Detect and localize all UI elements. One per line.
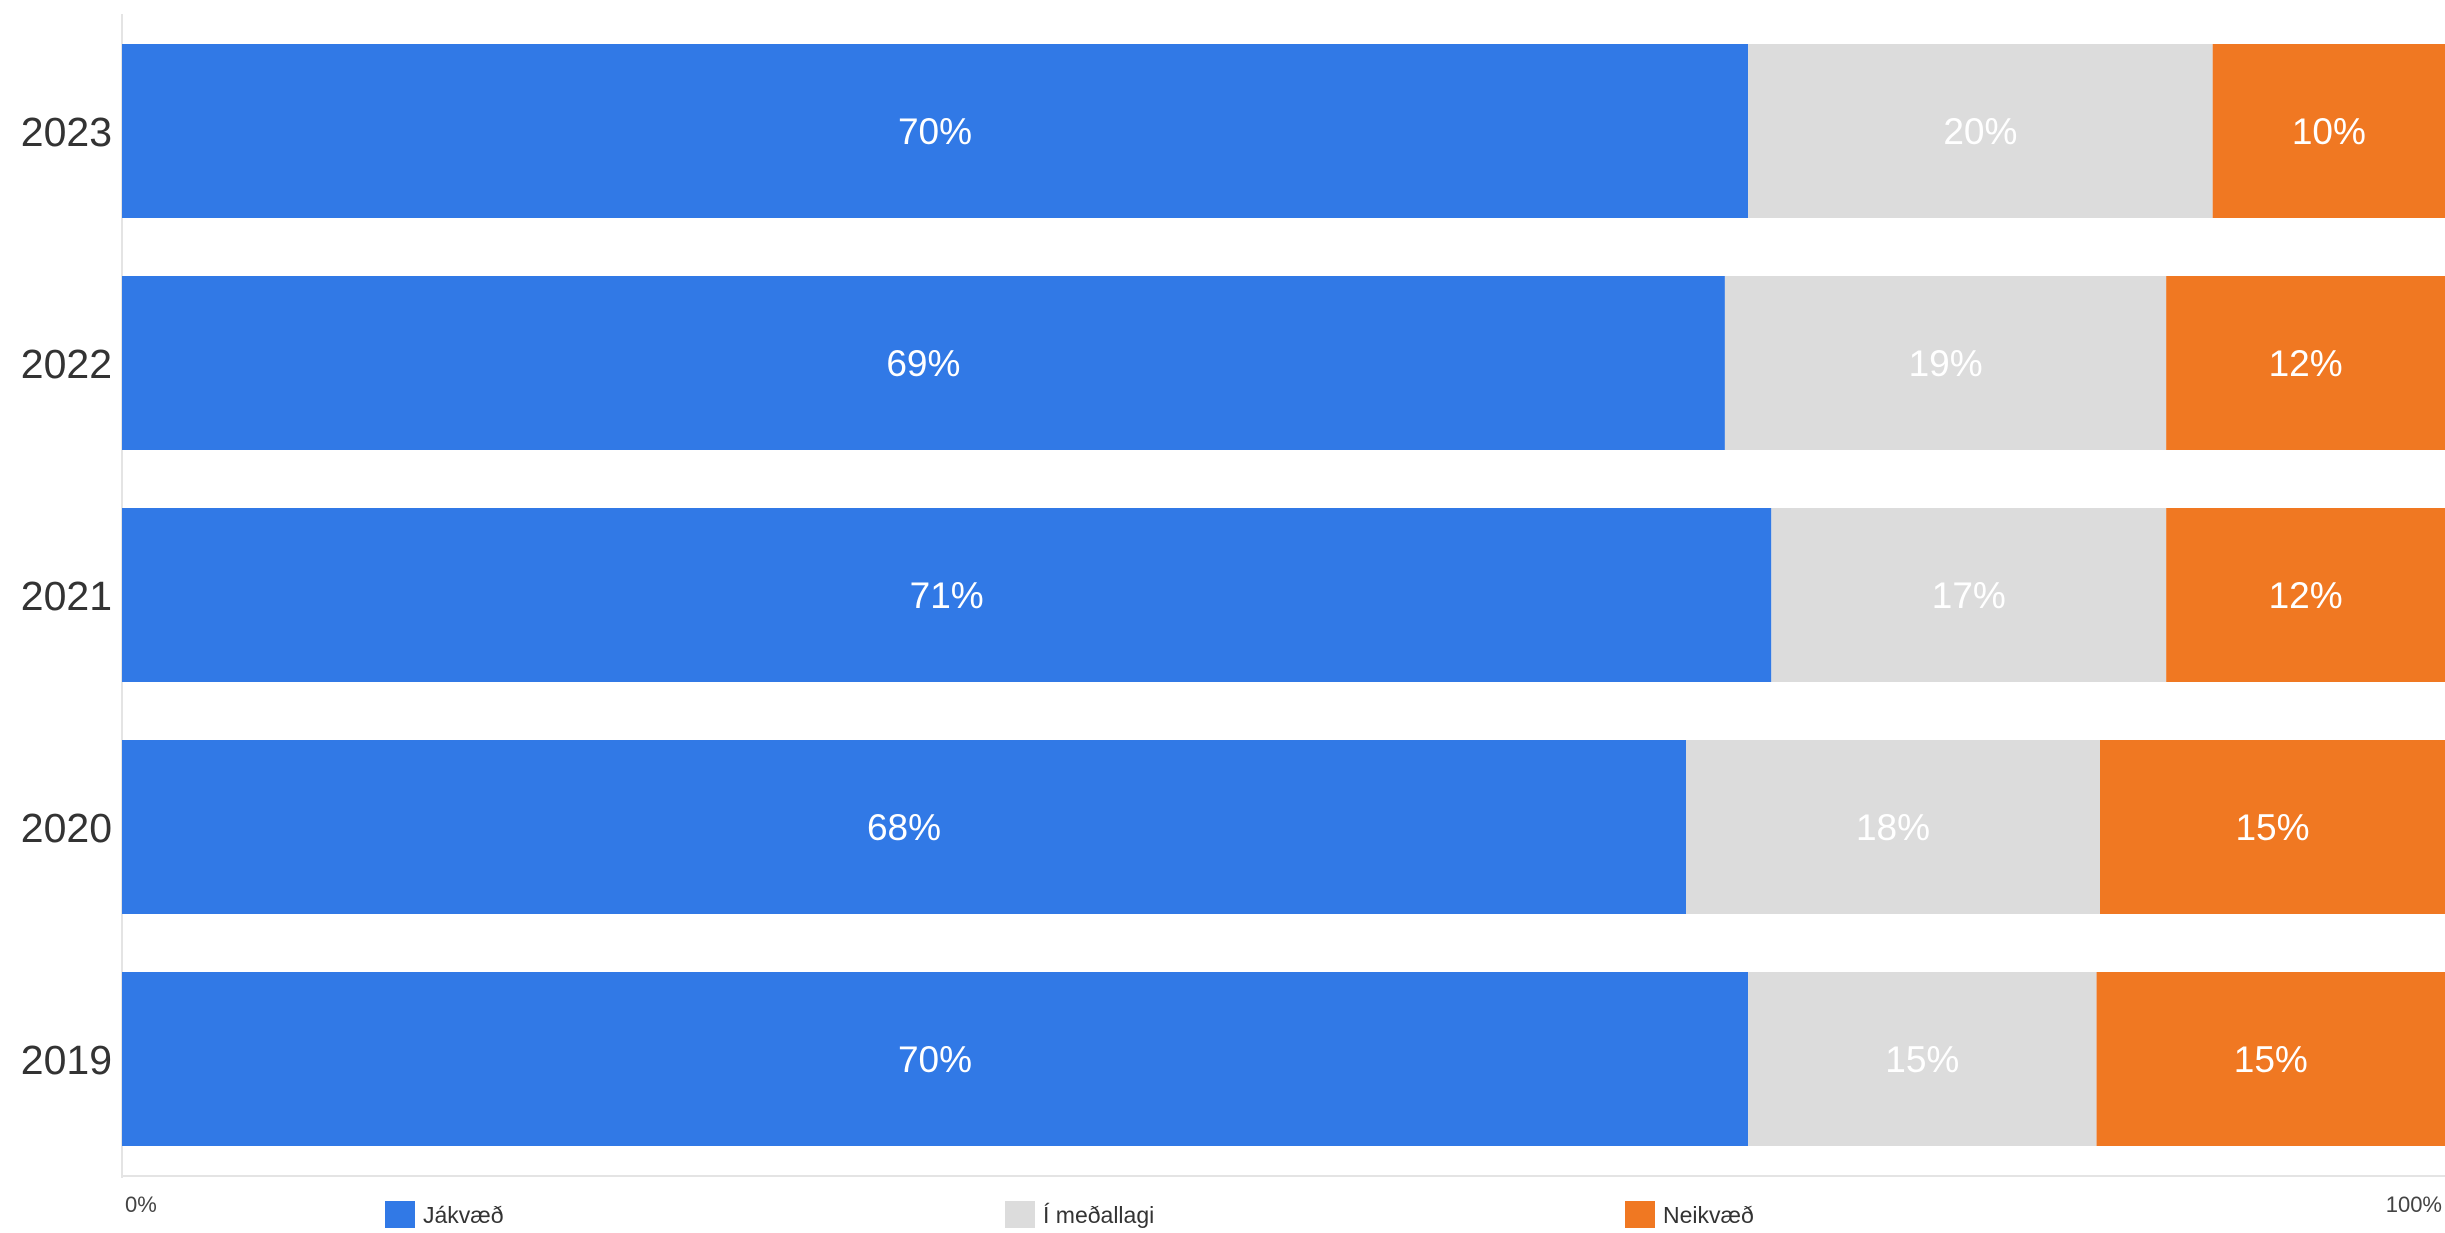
bar-segment-neikv-2020[interactable] (2100, 740, 2445, 914)
category-label-2019: 2019 (21, 1037, 112, 1083)
bar-segment-jakv-2022[interactable] (122, 276, 1725, 450)
data-label-i-me-allagi-2019: 15% (1885, 1039, 1959, 1080)
bar-segment-jakv-2020[interactable] (122, 740, 1686, 914)
legend-label-jakv: Jákvæð (423, 1202, 504, 1228)
legend-item-i-me-allagi[interactable]: Í meðallagi (1005, 1201, 1154, 1229)
data-label-neikv-2019: 15% (2234, 1039, 2308, 1080)
data-label-jakv-2023: 70% (898, 111, 972, 152)
bar-segment-neikv-2023[interactable] (2212, 44, 2445, 218)
data-label-neikv-2021: 12% (2269, 575, 2343, 616)
bar-segment-neikv-2022[interactable] (2166, 276, 2445, 450)
data-label-jakv-2022: 69% (886, 343, 960, 384)
bar-row-2020: 68% 18% 15% (122, 740, 2445, 914)
category-labels: 2023 2022 2021 2020 2019 (21, 109, 112, 1083)
data-label-i-me-allagi-2022: 19% (1909, 343, 1983, 384)
category-label-2021: 2021 (21, 573, 112, 619)
legend-label-neikv: Neikvæð (1663, 1202, 1754, 1228)
bar-row-2021: 71% 17% 12% (122, 508, 2445, 682)
legend-swatch-neikv (1625, 1201, 1655, 1229)
data-label-neikv-2020: 15% (2235, 807, 2309, 848)
legend-item-neikv[interactable]: Neikvæð (1625, 1201, 1754, 1229)
category-label-2020: 2020 (21, 805, 112, 851)
data-label-i-me-allagi-2020: 18% (1856, 807, 1930, 848)
data-label-jakv-2020: 68% (867, 807, 941, 848)
bar-segment-i-me-allagi-2020[interactable] (1686, 740, 2100, 914)
bar-segment-i-me-allagi-2019[interactable] (1748, 972, 2097, 1146)
x-tick-label-max: 100% (2386, 1192, 2442, 1217)
data-label-i-me-allagi-2023: 20% (1943, 111, 2017, 152)
legend-item-jakv[interactable]: Jákvæð (385, 1201, 504, 1229)
x-tick-label-min: 0% (125, 1192, 157, 1217)
data-label-neikv-2023: 10% (2292, 111, 2366, 152)
data-label-i-me-allagi-2021: 17% (1932, 575, 2006, 616)
bar-row-2023: 70% 20% 10% (122, 44, 2445, 218)
x-tick-labels: 0% 100% (125, 1192, 2442, 1217)
bar-row-2019: 70% 15% 15% (122, 972, 2445, 1146)
bar-segment-neikv-2019[interactable] (2096, 972, 2445, 1146)
legend-label-i-me-allagi: Í meðallagi (1043, 1202, 1154, 1228)
data-label-neikv-2022: 12% (2269, 343, 2343, 384)
category-label-2022: 2022 (21, 341, 112, 387)
bar-segment-neikv-2021[interactable] (2166, 508, 2445, 682)
legend-swatch-i-me-allagi (1005, 1201, 1035, 1229)
bar-segment-i-me-allagi-2021[interactable] (1771, 508, 2167, 682)
data-label-jakv-2019: 70% (898, 1039, 972, 1080)
legend: Jákvæð Í meðallagi Neikvæð (385, 1201, 1754, 1229)
bar-row-2022: 69% 19% 12% (122, 276, 2445, 450)
legend-swatch-jakv (385, 1201, 415, 1229)
bar-segment-i-me-allagi-2023[interactable] (1748, 44, 2213, 218)
bar-segment-jakv-2023[interactable] (122, 44, 1749, 218)
data-label-jakv-2021: 71% (910, 575, 984, 616)
category-label-2023: 2023 (21, 109, 112, 155)
bars-layer: 70% 20% 10% 69% 19% 12% 71% 17% 12% 68% 18% 15% 70% 1… (122, 44, 2445, 1146)
bar-segment-jakv-2019[interactable] (122, 972, 1749, 1146)
bar-segment-i-me-allagi-2022[interactable] (1724, 276, 2167, 450)
bar-segment-jakv-2021[interactable] (122, 508, 1772, 682)
